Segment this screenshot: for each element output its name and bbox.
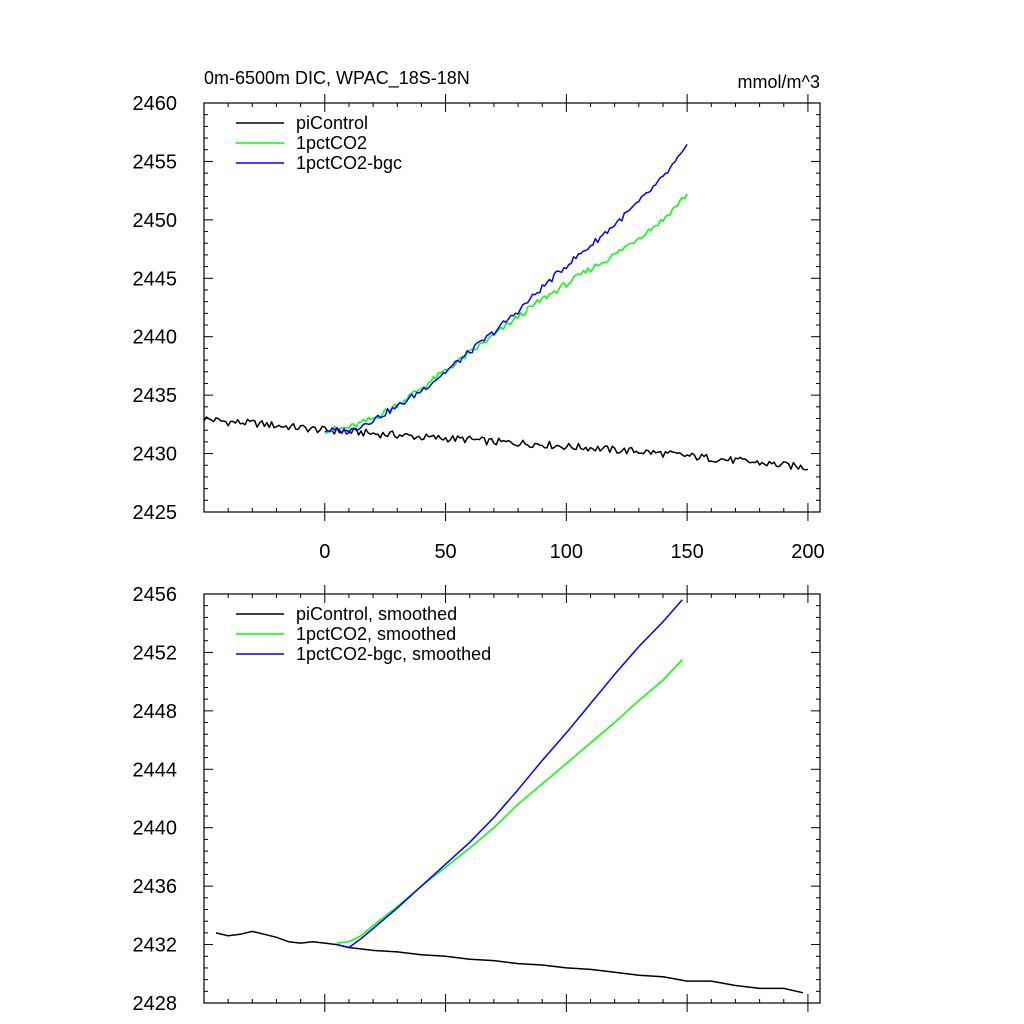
units-label: mmol/m^3 <box>738 72 820 92</box>
legend-label: 1pctCO2-bgc, smoothed <box>296 644 491 664</box>
y-tick-label: 2440 <box>133 818 178 840</box>
series-line-pi_raw <box>203 416 809 471</box>
x-tick-label: 100 <box>550 541 583 563</box>
plot-frame <box>203 593 821 1004</box>
legend-label: 1pctCO2 <box>296 133 367 153</box>
y-tick-label: 2436 <box>133 876 178 898</box>
legend-label: 1pctCO2-bgc <box>296 153 402 173</box>
x-tick-label: 50 <box>434 541 456 563</box>
y-tick-label: 2435 <box>133 385 178 407</box>
chart-title: 0m-6500m DIC, WPAC_18S-18N <box>204 68 470 89</box>
legend-label: 1pctCO2, smoothed <box>296 624 456 644</box>
y-tick-label: 2455 <box>133 151 178 173</box>
series-line-pi_smooth <box>215 930 804 994</box>
y-tick-label: 2428 <box>133 993 178 1015</box>
x-tick-label: 200 <box>791 541 824 563</box>
x-tick-label: 150 <box>670 541 703 563</box>
chart-panels: 2425 2430 2435 2440 2445 2450 2455 2460 0 50 100 15… <box>133 93 825 1015</box>
y-tick-label: 2432 <box>133 935 178 957</box>
x-tick-label: 0 <box>319 541 330 563</box>
series-line-pct_raw <box>324 193 688 434</box>
y-tick-label: 2445 <box>133 268 178 290</box>
y-tick-label: 2448 <box>133 701 178 723</box>
y-tick-label: 2440 <box>133 327 178 349</box>
y-tick-label: 2456 <box>133 584 178 606</box>
series-line-pct_smooth <box>336 659 683 944</box>
y-tick-label: 2425 <box>133 502 178 524</box>
y-tick-label: 2450 <box>133 210 178 232</box>
series-line-bgc_raw <box>324 143 688 435</box>
y-tick-label: 2460 <box>133 93 178 115</box>
plot-frame <box>203 102 821 513</box>
series-line-bgc_smooth <box>336 599 683 949</box>
chart-panel-2: 2428 2432 2436 2440 2444 2448 2452 2456 piContro… <box>133 584 821 1015</box>
y-tick-label: 2444 <box>133 759 178 781</box>
legend-label: piControl, smoothed <box>296 604 457 624</box>
y-tick-label: 2452 <box>133 642 178 664</box>
y-tick-label: 2430 <box>133 444 178 466</box>
legend-label: piControl <box>296 113 368 133</box>
chart-panel-1: 2425 2430 2435 2440 2445 2450 2455 2460 0 50 100 15… <box>133 93 825 563</box>
